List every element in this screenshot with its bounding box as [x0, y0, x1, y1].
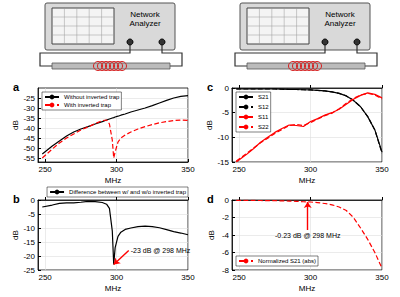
svg-text:c: c: [207, 81, 213, 93]
svg-text:250: 250: [38, 273, 52, 282]
svg-text:350: 350: [181, 165, 195, 174]
svg-text:-45: -45: [23, 134, 35, 143]
svg-text:-8: -8: [222, 266, 230, 275]
svg-text:-4: -4: [222, 231, 230, 240]
svg-text:300: 300: [110, 165, 124, 174]
svg-text:dB: dB: [205, 120, 214, 130]
svg-text:300: 300: [304, 165, 318, 174]
svg-text:MHz: MHz: [299, 176, 315, 185]
svg-text:350: 350: [375, 165, 389, 174]
svg-text:250: 250: [232, 273, 246, 282]
svg-text:Network: Network: [325, 10, 355, 19]
svg-text:250: 250: [232, 165, 246, 174]
svg-text:Network: Network: [130, 10, 160, 19]
svg-text:MHz: MHz: [299, 284, 315, 293]
svg-text:With inverted trap: With inverted trap: [64, 102, 112, 108]
svg-text:dB: dB: [11, 230, 20, 240]
svg-text:-2: -2: [222, 213, 230, 222]
svg-text:MHz: MHz: [105, 284, 121, 293]
svg-text:MHz: MHz: [105, 176, 121, 185]
svg-text:300: 300: [110, 273, 124, 282]
svg-text:d: d: [207, 193, 214, 205]
svg-text:350: 350: [181, 273, 195, 282]
svg-text:250: 250: [38, 165, 52, 174]
svg-text:-10: -10: [217, 133, 229, 142]
svg-text:-55: -55: [23, 154, 35, 163]
svg-text:-23 dB @ 298 MHz: -23 dB @ 298 MHz: [131, 247, 191, 254]
svg-text:-15: -15: [217, 158, 229, 167]
svg-text:-25: -25: [23, 94, 35, 103]
svg-text:S12: S12: [258, 104, 269, 110]
svg-text:-40: -40: [23, 124, 35, 133]
svg-text:0: 0: [31, 196, 36, 205]
svg-text:Without inverted trap: Without inverted trap: [64, 94, 120, 100]
svg-text:a: a: [13, 81, 20, 93]
svg-text:-20: -20: [23, 252, 35, 261]
svg-text:dB: dB: [207, 230, 216, 240]
svg-text:-0.23 dB @ 298 MHz: -0.23 dB @ 298 MHz: [275, 232, 341, 239]
svg-text:dB: dB: [11, 120, 20, 130]
svg-text:-6: -6: [222, 248, 230, 257]
svg-text:-15: -15: [23, 238, 35, 247]
svg-text:S22: S22: [258, 124, 269, 130]
svg-text:-30: -30: [23, 104, 35, 113]
svg-text:-5: -5: [222, 108, 230, 117]
svg-text:Difference between w/ and w/o: Difference between w/ and w/o inverted t…: [69, 189, 187, 195]
svg-text:b: b: [13, 193, 20, 205]
svg-text:S11: S11: [258, 114, 269, 120]
svg-text:-50: -50: [23, 144, 35, 153]
svg-text:Analyzer: Analyzer: [129, 19, 160, 28]
svg-text:0: 0: [225, 84, 230, 93]
svg-text:S21: S21: [258, 94, 269, 100]
svg-text:Normalized S21 (abs): Normalized S21 (abs): [258, 258, 316, 264]
svg-text:-5: -5: [28, 210, 36, 219]
svg-text:-35: -35: [23, 114, 35, 123]
svg-text:0: 0: [225, 196, 230, 205]
svg-text:-10: -10: [23, 224, 35, 233]
svg-text:300: 300: [304, 273, 318, 282]
svg-text:350: 350: [375, 273, 389, 282]
svg-text:Analyzer: Analyzer: [324, 19, 355, 28]
svg-text:-25: -25: [23, 266, 35, 275]
